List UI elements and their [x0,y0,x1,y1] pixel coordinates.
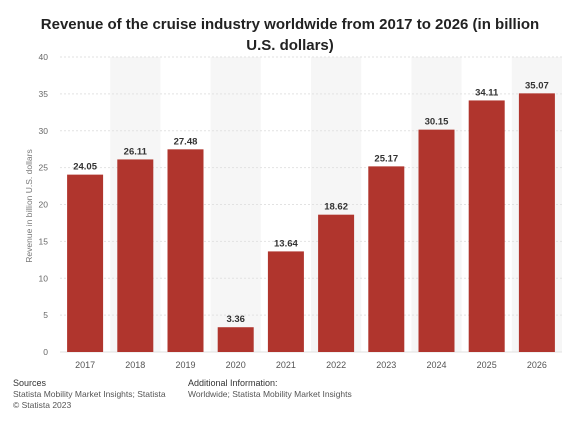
y-ticks: 0 5 10 15 20 25 30 35 40 [39,52,49,357]
additional-info-text: Worldwide; Statista Mobility Market Insi… [188,389,352,399]
y-tick-label: 10 [39,273,49,283]
x-tick-label: 2021 [276,360,296,370]
y-tick-label: 40 [39,52,49,62]
y-axis-title: Revenue in billion U.S. dollars [24,149,34,262]
bar-2022[interactable] [318,214,355,352]
y-tick-label: 5 [43,310,48,320]
bar-value-label: 13.64 [274,238,298,249]
bar-value-label: 3.36 [226,314,245,325]
y-tick-label: 30 [39,126,49,136]
bar-value-label: 30.15 [425,117,449,128]
y-tick-label: 0 [43,347,48,357]
y-tick-label: 20 [39,200,49,210]
x-tick-label: 2019 [175,360,195,370]
additional-info-heading: Additional Information: [188,378,278,388]
bar-2019[interactable] [167,149,204,352]
bar-2018[interactable] [117,159,154,352]
bars [67,93,555,352]
copyright-text: © Statista 2023 [13,400,72,410]
bar-2025[interactable] [468,100,505,352]
y-tick-label: 25 [39,163,49,173]
y-tick-label: 15 [39,236,49,246]
x-tick-label: 2023 [376,360,396,370]
bar-value-label: 34.11 [475,87,499,98]
sources-heading: Sources [13,378,47,388]
x-tick-label: 2025 [477,360,497,370]
x-tick-label: 2017 [75,360,95,370]
bar-2024[interactable] [418,129,455,352]
x-tick-label: 2022 [326,360,346,370]
additional-info-block: Additional Information: Worldwide; Stati… [188,378,352,400]
bar-2017[interactable] [67,174,104,352]
bar-value-labels: 24.05 26.11 27.48 3.36 13.64 18.62 25.17 30.15 3… [73,80,549,325]
bar-value-label: 35.07 [525,80,549,91]
bar-2020[interactable] [217,327,254,352]
bar-2021[interactable] [267,251,304,352]
chart-title: Revenue of the cruise industry worldwide… [40,16,540,54]
sources-text[interactable]: Statista Mobility Market Insights; Stati… [13,389,166,399]
bar-value-label: 27.48 [174,136,198,147]
bar-value-label: 26.11 [124,146,148,157]
bar-2023[interactable] [368,166,405,352]
bar-value-label: 24.05 [73,162,97,173]
x-tick-label: 2018 [125,360,145,370]
x-tick-label: 2020 [226,360,246,370]
x-ticks: 2017 2018 2019 2020 2021 2022 2023 2024 2025 2026 [75,360,547,370]
bar-value-label: 18.62 [324,202,348,213]
bar-2026[interactable] [518,93,555,352]
y-tick-label: 35 [39,89,49,99]
sources-block: Sources Statista Mobility Market Insight… [13,378,166,411]
x-tick-label: 2024 [426,360,446,370]
x-tick-label: 2026 [527,360,547,370]
bar-value-label: 25.17 [374,153,398,164]
